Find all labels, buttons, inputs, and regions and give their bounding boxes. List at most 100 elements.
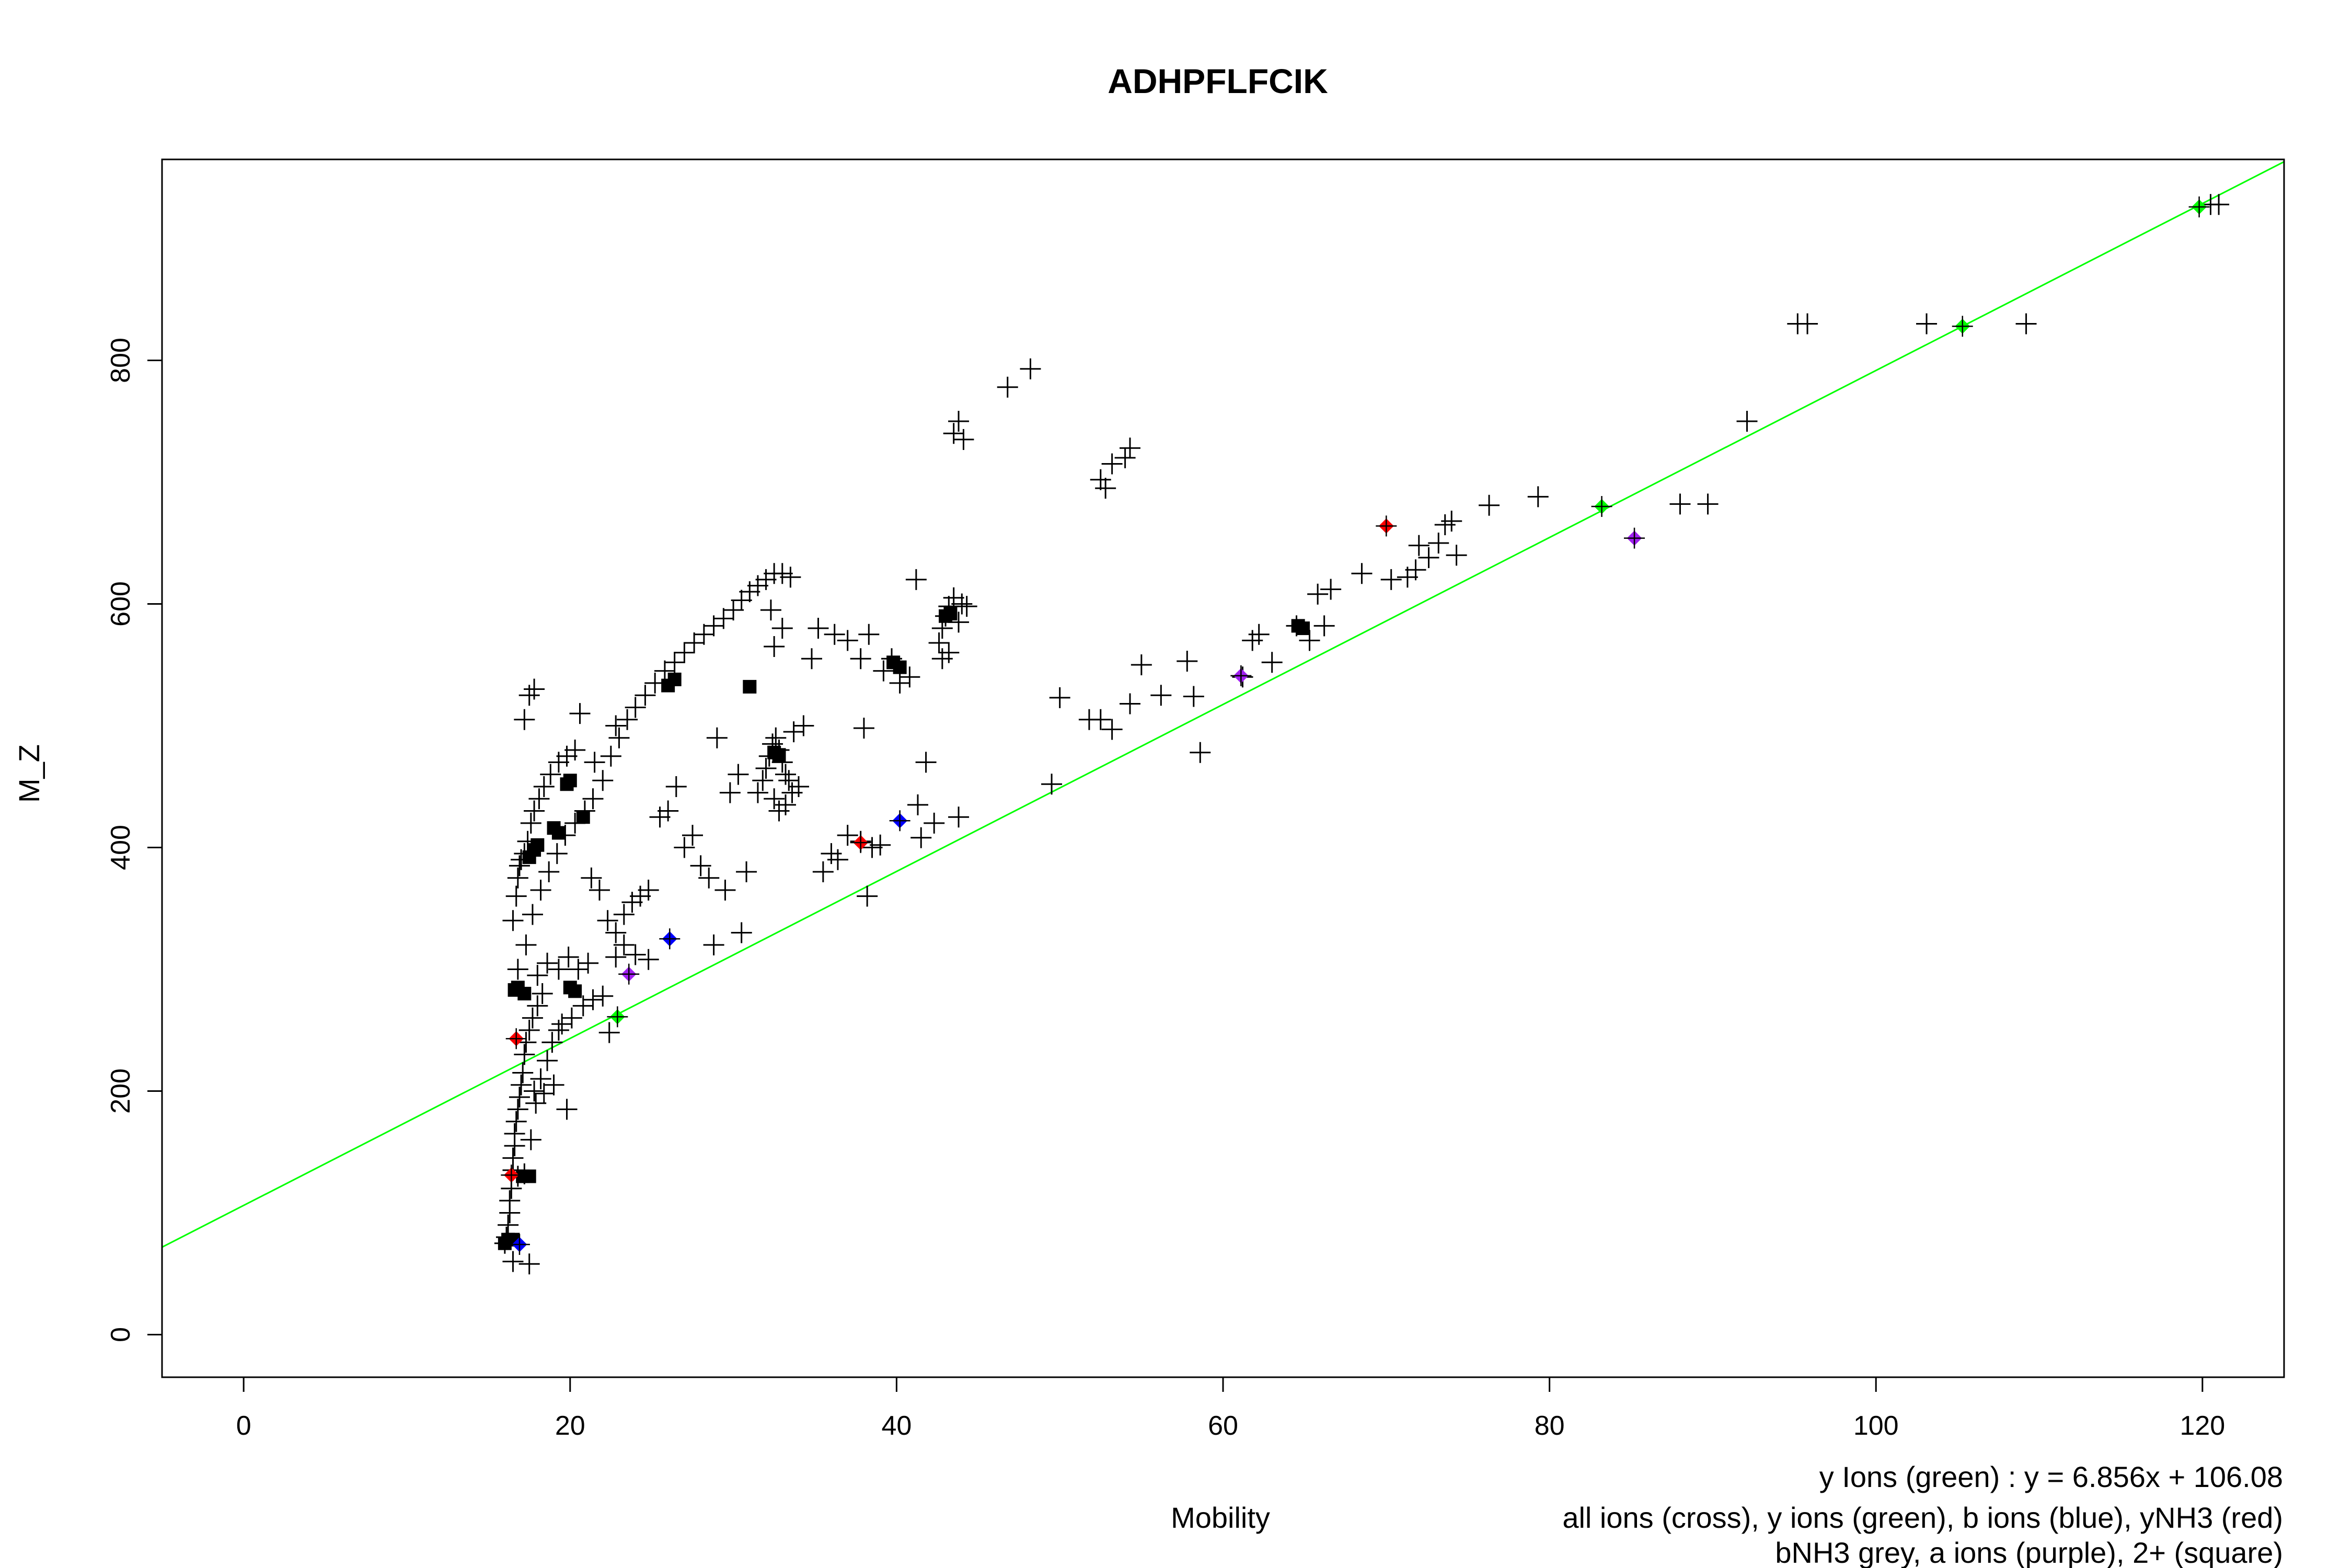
data-point-cross	[548, 959, 569, 980]
y-tick-label: 0	[106, 1327, 136, 1342]
data-point-cross	[870, 834, 891, 856]
data-point-cross	[635, 685, 656, 706]
data-point-cross	[714, 880, 736, 901]
data-point-cross	[997, 376, 1018, 398]
data-point-square	[772, 748, 786, 762]
data-point-cross	[905, 569, 927, 590]
data-point-cross	[674, 642, 695, 663]
data-point-cross	[505, 1111, 527, 1132]
data-point-cross	[524, 800, 545, 822]
data-point-cross	[1624, 527, 1645, 549]
data-point-cross	[617, 709, 638, 730]
data-point-cross	[1591, 496, 1612, 517]
data-point-cross	[502, 1251, 524, 1272]
data-point-cross	[530, 1068, 551, 1090]
data-point-cross	[747, 575, 768, 596]
data-point-cross	[548, 752, 569, 773]
data-point-cross	[1434, 514, 1456, 535]
data-point-cross	[564, 740, 586, 761]
data-point-cross	[943, 423, 964, 444]
data-point-cross	[693, 624, 714, 645]
data-point-cross	[690, 855, 711, 877]
data-point-cross	[824, 624, 845, 645]
data-point-cross	[752, 770, 774, 791]
data-point-cross	[600, 745, 621, 767]
data-point-cross	[775, 764, 797, 785]
data-point-cross	[605, 947, 627, 968]
data-point-cross	[569, 703, 591, 724]
data-point-cross	[850, 648, 871, 670]
y-tick-label: 600	[106, 581, 136, 627]
data-point-cross	[509, 1234, 530, 1255]
y-tick-label: 400	[106, 825, 136, 870]
data-point-cross	[532, 983, 553, 1005]
data-point-cross	[522, 904, 543, 925]
data-point-cross	[731, 590, 752, 611]
data-point-cross	[788, 776, 809, 797]
data-point-cross	[910, 827, 932, 848]
data-point-cross	[1479, 494, 1500, 516]
data-point-cross	[731, 922, 752, 943]
data-point-cross	[827, 849, 848, 870]
data-point-cross	[924, 812, 945, 834]
data-point-cross	[530, 880, 551, 901]
data-point-cross	[520, 1129, 541, 1150]
data-point-square	[667, 672, 682, 686]
data-point-cross	[520, 812, 541, 834]
data-point-cross	[505, 885, 527, 907]
data-point-cross	[665, 776, 687, 797]
data-point-cross	[533, 1083, 555, 1104]
data-point-square	[893, 660, 907, 674]
data-point-cross	[1418, 547, 1439, 568]
data-point-cross	[850, 832, 871, 854]
data-point-cross	[1408, 535, 1429, 556]
data-point-cross	[525, 1092, 547, 1114]
data-point-cross	[1183, 686, 1204, 707]
data-point-cross	[582, 788, 604, 810]
data-point-cross	[578, 952, 599, 974]
data-point-cross	[613, 934, 635, 955]
data-point-cross	[540, 764, 561, 785]
data-point-cross	[507, 867, 528, 889]
data-point-cross	[928, 632, 950, 654]
data-point-cross	[755, 758, 777, 779]
x-tick-label: 40	[881, 1411, 912, 1441]
data-point-cross	[2208, 194, 2230, 215]
data-point-cross	[728, 764, 749, 785]
data-point-cross	[1446, 545, 1467, 566]
y-tick-label: 800	[106, 338, 136, 383]
data-point-cross	[938, 642, 960, 663]
data-point-cross	[589, 880, 610, 901]
data-point-cross	[719, 782, 741, 803]
data-point-cross	[515, 934, 537, 955]
data-point-cross	[630, 885, 651, 907]
data-point-cross	[584, 752, 605, 773]
data-point-cross	[1090, 469, 1111, 490]
x-tick-label: 0	[236, 1411, 251, 1441]
data-point-cross	[801, 648, 822, 670]
data-point-cross	[857, 885, 878, 907]
data-point-cross	[1230, 665, 1252, 686]
data-point-cross	[765, 727, 787, 748]
data-point-cross	[1119, 437, 1140, 459]
data-point-square	[551, 826, 566, 840]
data-point-cross	[873, 660, 894, 682]
data-point-cross	[1669, 493, 1691, 515]
x-axis-label: Mobility	[1171, 1501, 1270, 1534]
data-point-cross	[607, 1006, 628, 1028]
fit-line-layer	[162, 161, 2284, 1248]
data-point-cross	[537, 1050, 558, 1071]
data-point-cross	[608, 727, 630, 748]
data-point-cross	[659, 928, 681, 950]
data-point-cross	[1095, 478, 1116, 499]
data-point-cross	[558, 947, 579, 968]
data-point-cross	[889, 810, 910, 832]
data-point-cross	[511, 1074, 532, 1096]
data-point-cross	[499, 1190, 521, 1212]
data-point-cross	[502, 910, 524, 931]
points-layer	[494, 194, 2230, 1275]
data-point-cross	[907, 794, 928, 815]
data-point-cross	[713, 608, 734, 629]
data-point-cross	[747, 782, 768, 803]
